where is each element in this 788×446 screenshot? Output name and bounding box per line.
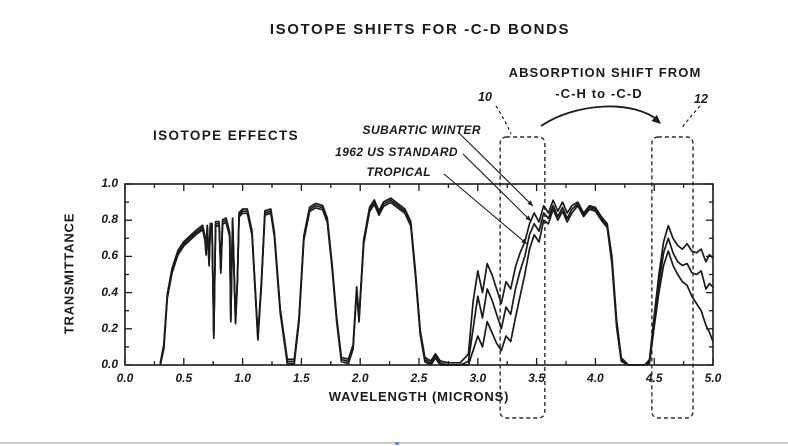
absorption-shift-arrow xyxy=(540,105,660,127)
x-tick-label: 2.0 xyxy=(351,371,369,385)
series-path-tropical xyxy=(159,201,714,366)
curve-label-tropical: TROPICAL xyxy=(366,165,431,179)
leader-box-left xyxy=(495,105,512,135)
bottom-divider xyxy=(0,442,788,444)
leader-box-right xyxy=(680,105,701,130)
dashed-box-cd-band-left xyxy=(499,136,546,419)
isotope-effects-label: ISOTOPE EFFECTS xyxy=(153,128,300,143)
leader-tropical xyxy=(443,173,528,245)
y-tick-label: 1.0 xyxy=(101,176,118,190)
absorption-shift-arrowhead xyxy=(651,114,661,124)
leader-subarctic-winter xyxy=(457,131,534,207)
x-tick-label: 1.0 xyxy=(234,371,251,385)
series-path-1962-us-standard xyxy=(159,199,714,366)
x-tick-label: 1.5 xyxy=(293,371,310,385)
leader-1962-us-standard-arrowhead xyxy=(525,215,531,221)
x-tick-label: 2.5 xyxy=(410,371,428,385)
dashed-box-cd-band-right xyxy=(651,136,694,419)
x-tick-label: 5.0 xyxy=(704,371,722,385)
progress-dot xyxy=(395,442,399,445)
absorption-shift-line2: -C-H to -C-D xyxy=(555,86,643,101)
y-tick-label: 0.4 xyxy=(101,284,118,299)
figure-title: ISOTOPE SHIFTS FOR -C-D BONDS xyxy=(269,21,571,38)
x-tick-label: 3.5 xyxy=(528,371,545,385)
y-axis-title: TRANSMITTANCE xyxy=(61,212,77,335)
x-tick-label: 3.0 xyxy=(469,371,487,385)
x-axis-title: WAVELENGTH (MICRONS) xyxy=(328,389,510,404)
y-tick-label: 0.2 xyxy=(101,320,118,335)
box-right-number-label: 12 xyxy=(694,92,708,106)
x-tick-label: 0.5 xyxy=(175,371,193,385)
absorption-shift-line1: ABSORPTION SHIFT FROM xyxy=(508,65,702,80)
box-left-number-label: 10 xyxy=(478,90,492,104)
x-tick-label: 0.0 xyxy=(116,371,134,385)
curve-label-subarctic-winter: SUBARTIC WINTER xyxy=(362,123,481,137)
y-tick-label: 0.6 xyxy=(101,248,118,263)
curve-label-1962-us-standard: 1962 US STANDARD xyxy=(335,145,458,159)
series-path-subartic-winter xyxy=(159,197,714,366)
y-tick-label: 0.8 xyxy=(101,212,118,227)
leader-1962-us-standard xyxy=(462,153,532,222)
leader-tropical-arrowhead xyxy=(521,238,527,244)
leader-subarctic-winter-arrowhead xyxy=(527,200,533,206)
x-tick-label: 4.5 xyxy=(645,371,663,385)
y-tick-label: 0.0 xyxy=(101,357,118,371)
x-tick-label: 4.0 xyxy=(587,371,604,385)
